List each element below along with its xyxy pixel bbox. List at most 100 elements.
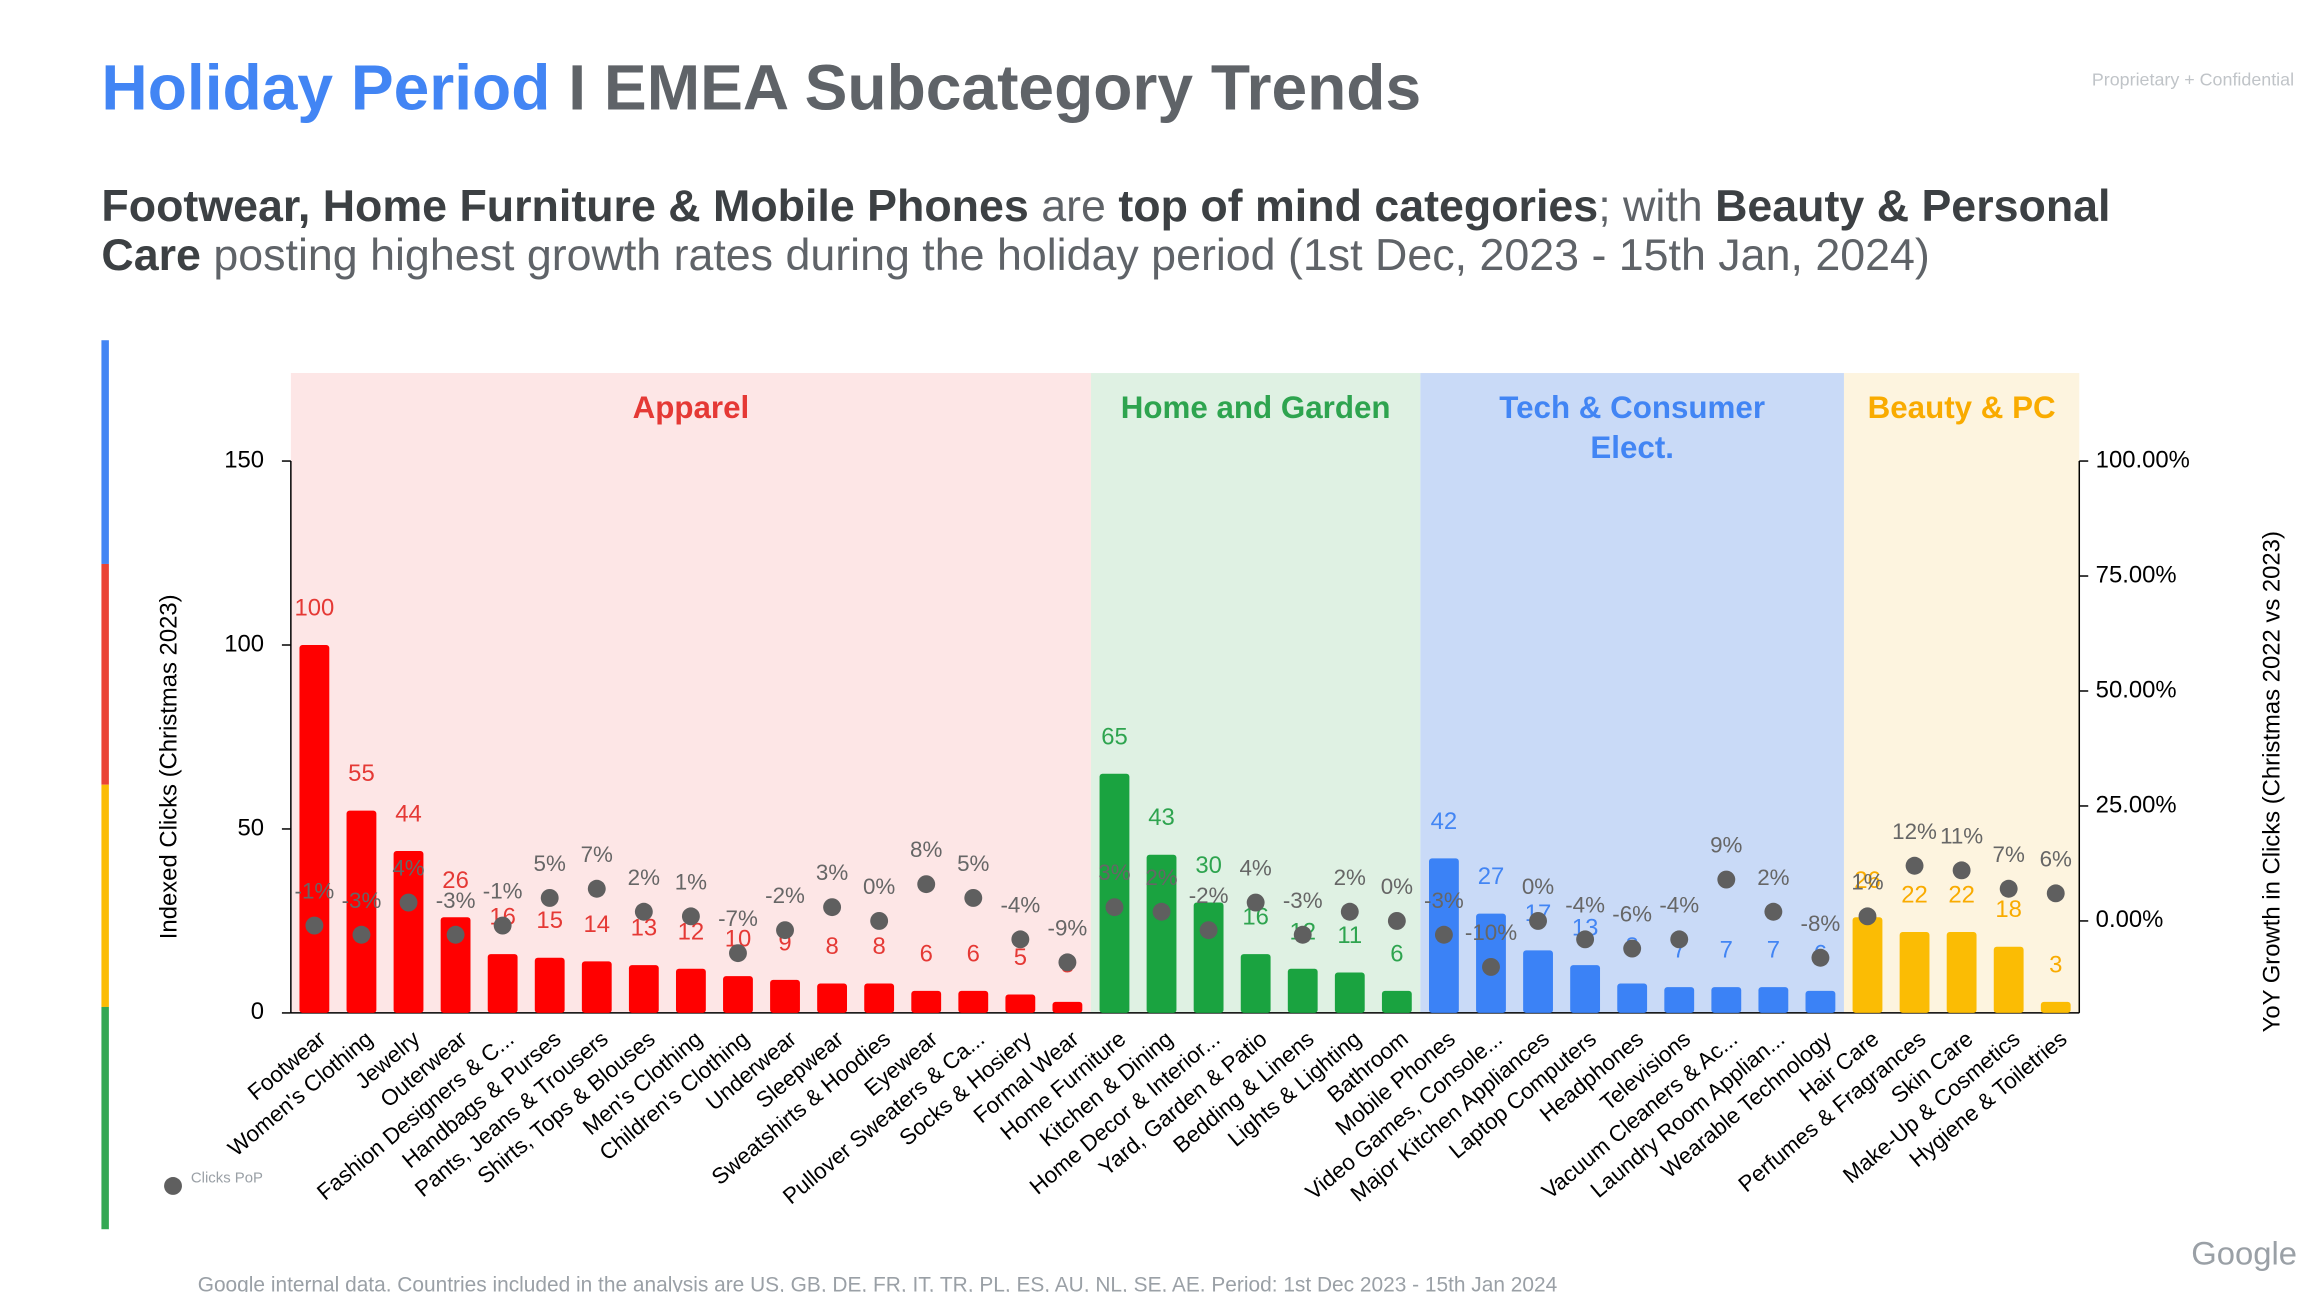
y-axis-label: Indexed Clicks (Christmas 2023) [155,594,182,939]
growth-dot [1999,879,2018,898]
subtitle-box: Footwear, Home Furniture & Mobile Phones… [101,182,2110,280]
growth-label: 2% [1145,865,1177,890]
growth-dot [1293,925,1312,944]
bar [770,979,800,1013]
growth-dot [540,889,559,907]
bar [1899,931,1930,1013]
growth-label: 3% [816,860,848,885]
bar [299,645,330,1013]
title: Holiday Period I EMEA Subcategory Trends [101,52,1421,124]
bar-value-label: 27 [1478,863,1505,890]
growth-label: -9% [1048,915,1088,940]
bar-value-label: 8 [825,933,838,960]
bar [1287,968,1318,1013]
growth-label: 0% [1381,874,1413,899]
group-label-box: Apparel [633,391,750,425]
growth-label: -4% [1565,892,1605,917]
bar [911,990,942,1013]
bar-value-label: 11 [1337,922,1362,949]
growth-label: 4% [1240,856,1272,881]
growth-label: -7% [718,906,758,931]
bar [487,954,518,1013]
y2-axis-label: YoY Growth in Clicks (Christmas 2022 vs … [2258,531,2285,1032]
bar-value-label: 6 [920,940,933,967]
bar [1381,990,1412,1013]
growth-dot [352,925,371,944]
growth-dot [681,907,700,926]
bar [1758,987,1789,1013]
growth-dot [493,916,512,935]
bar-value-label: 8 [873,933,886,960]
growth-label: 12% [1892,819,1937,844]
bar-value-label: 42 [1431,808,1458,835]
subtitle-part: top of mind categories [1118,182,1599,232]
growth-label: -1% [295,879,335,904]
growth-dot [823,898,842,917]
bar [534,957,565,1013]
growth-dot [1246,893,1265,912]
growth-dot [587,879,606,898]
growth-dot [1529,912,1547,930]
bar-value-label: 30 [1195,852,1222,879]
bar-value-label: 6 [967,940,980,967]
bar [393,851,424,1013]
bar-value-label: 22 [1901,881,1928,908]
growth-dot [1905,856,1924,875]
bar-value-label: 18 [1995,896,2022,923]
logo: Google [2191,1235,2297,1272]
bar [1523,950,1553,1013]
growth-label: -8% [1801,911,1841,936]
growth-dot [917,875,936,894]
bar [1570,965,1601,1013]
group-label: Beauty & PC [1867,390,2056,426]
y2-tick-label: 75.00% [2096,561,2177,588]
bar [1005,994,1036,1013]
bar-value-label: 26 [1854,867,1881,894]
growth-label: 6% [2040,846,2072,871]
legend-label: Clicks PoP [191,1170,263,1186]
growth-dot [1058,953,1077,972]
growth-dot [1952,861,1971,880]
accent-bar [101,563,109,785]
growth-label: 5% [534,851,566,876]
growth-label: 2% [1334,865,1366,890]
subtitle-part: Footwear, Home Furniture & Mobile Phones [101,182,1029,232]
bar [1099,773,1130,1013]
growth-dot [1717,870,1736,889]
accent-bar [101,1006,109,1230]
growth-label: -2% [765,883,805,908]
growth-label: 1% [675,869,707,894]
growth-label: -3% [1424,888,1464,913]
subtitle-part: ; with [1598,182,1716,232]
growth-label: -3% [1283,888,1323,913]
growth-label: 11% [1940,823,1983,848]
growth-dot [1152,902,1171,921]
growth-label: 5% [957,851,989,876]
growth-dot [305,916,324,935]
growth-label: -4% [1659,892,1699,917]
title-rest: I EMEA Subcategory Trends [568,52,1421,124]
growth-dot [1858,907,1877,926]
bar-value-label: 55 [348,760,375,787]
growth-dot [634,902,653,921]
confidential: Proprietary + Confidential [2092,69,2294,89]
bar [817,983,848,1013]
bar [1711,987,1742,1013]
group-band [290,373,1091,1013]
growth-label: -10% [1465,920,1517,945]
bar [1052,1001,1083,1013]
footnote: Google internal data. Countries included… [198,1273,1558,1292]
bar [581,961,612,1013]
growth-label: 1% [1851,869,1883,894]
bar-value-label: 22 [1948,881,1975,908]
bar-value-label: 15 [536,907,563,934]
bar-value-label: 26 [442,867,469,894]
bar [1946,931,1977,1013]
bar [628,965,659,1013]
y-tick-label: 50 [237,814,264,841]
bar [1146,854,1177,1013]
bar [1334,972,1365,1013]
bar [2040,1001,2071,1013]
growth-dot [1105,898,1124,917]
